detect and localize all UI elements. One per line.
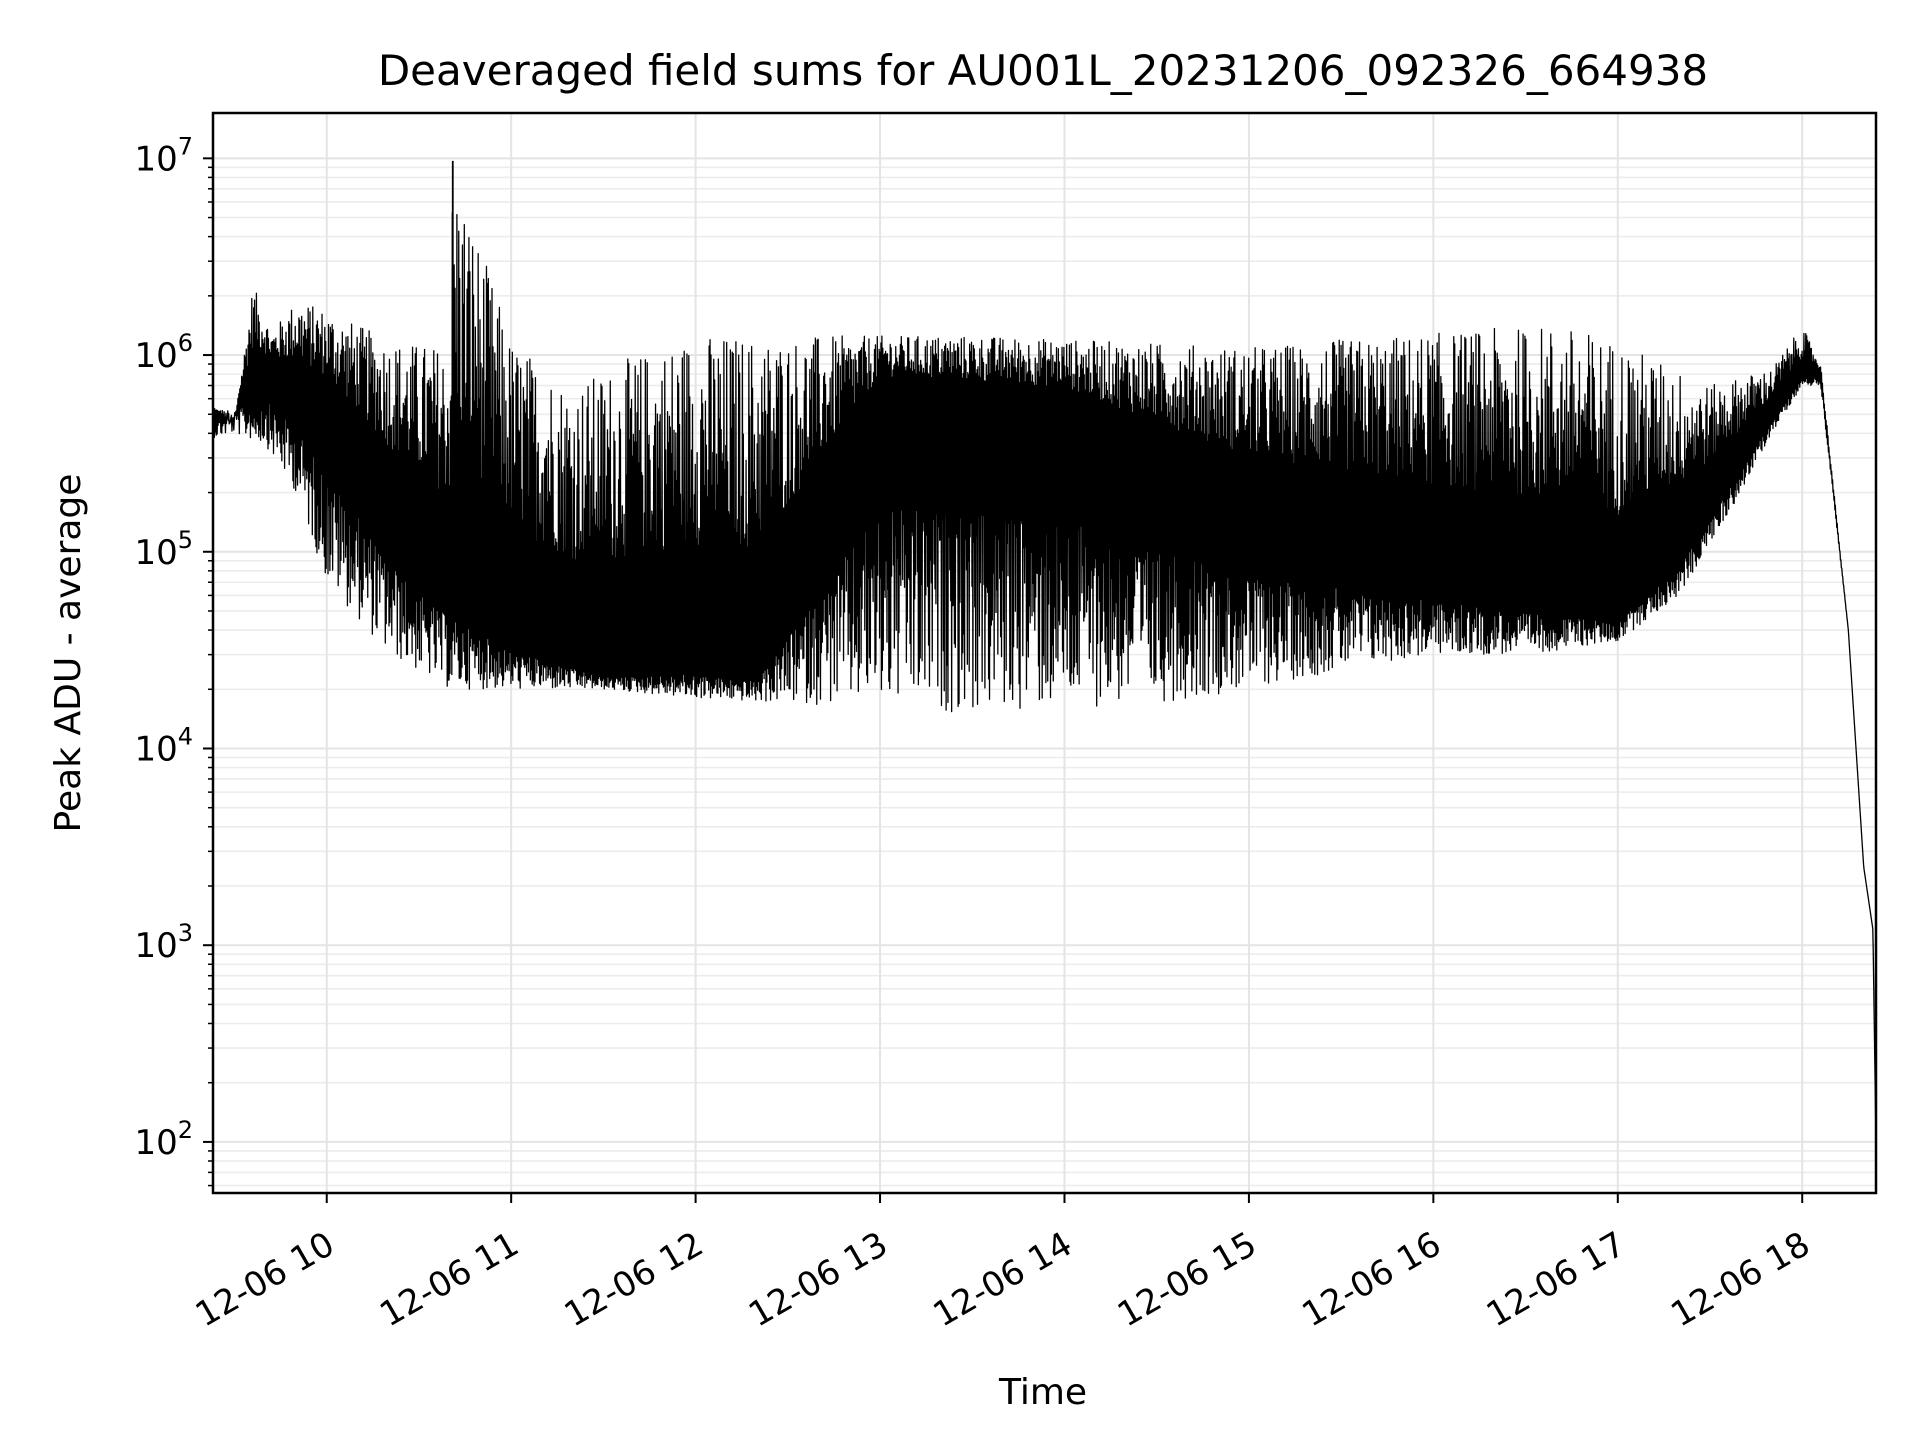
series-trace	[212, 212, 1877, 1147]
series-line	[212, 160, 1877, 1147]
y-tick-label: 106	[134, 329, 193, 376]
x-axis-label: Time	[998, 1372, 1087, 1413]
x-gridlines	[325, 113, 1804, 1193]
y-tick-label: 105	[134, 526, 193, 573]
y-tick-label: 107	[134, 132, 193, 179]
plot-frame	[211, 111, 1878, 1195]
y-tick-label: 103	[134, 919, 193, 966]
chart-title: Deaveraged field sums for AU001L_2023120…	[378, 46, 1708, 95]
y-axis-ticks: 102 103 104 105 106 107	[134, 132, 213, 1187]
y-tick-label: 104	[134, 722, 193, 769]
y-axis-label: Peak ADU - average	[48, 474, 89, 833]
y-tick-label: 102	[134, 1116, 193, 1163]
